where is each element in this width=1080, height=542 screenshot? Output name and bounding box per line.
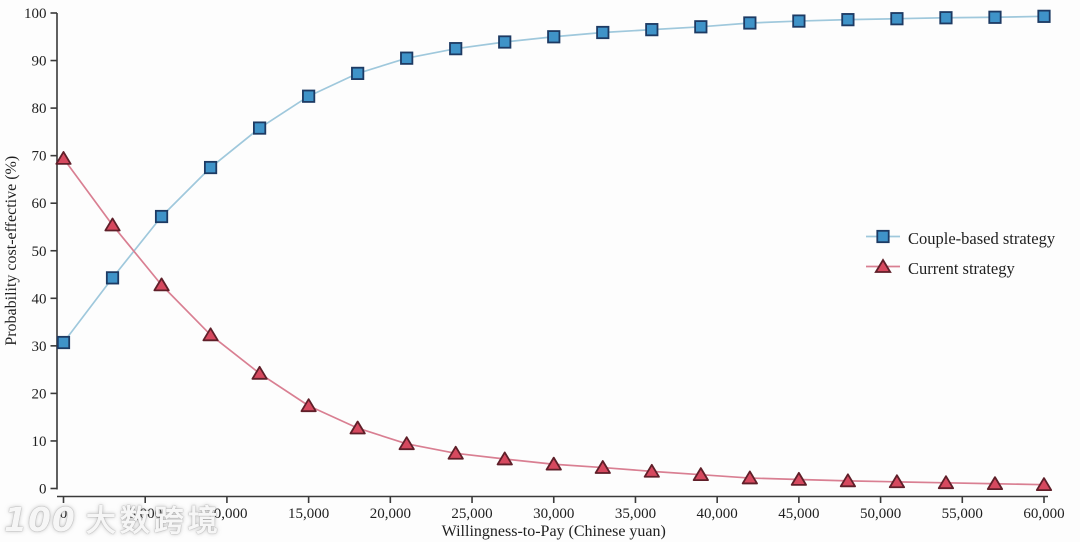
- svg-text:40,000: 40,000: [697, 506, 738, 522]
- svg-text:Probability cost-effective (%): Probability cost-effective (%): [3, 156, 20, 346]
- svg-text:30,000: 30,000: [533, 506, 574, 522]
- svg-text:25,000: 25,000: [451, 506, 492, 522]
- svg-text:10,000: 10,000: [206, 506, 247, 522]
- svg-text:0: 0: [39, 482, 47, 498]
- svg-text:60: 60: [32, 196, 47, 212]
- svg-text:50,000: 50,000: [860, 506, 901, 522]
- svg-text:55,000: 55,000: [942, 506, 983, 522]
- legend-key-couple-based: [866, 228, 900, 250]
- svg-text:45,000: 45,000: [778, 506, 819, 522]
- legend-label-current: Current strategy: [908, 258, 1015, 278]
- svg-text:40: 40: [32, 291, 47, 307]
- legend-key-current: [866, 258, 900, 280]
- svg-text:15,000: 15,000: [288, 506, 329, 522]
- legend-marker-square-icon: [876, 229, 890, 244]
- legend-item-current: Current strategy: [866, 258, 1055, 280]
- svg-text:30: 30: [32, 339, 47, 355]
- svg-text:0: 0: [60, 506, 68, 522]
- svg-text:70: 70: [32, 149, 47, 165]
- legend: Couple-based strategy Current strategy: [866, 228, 1055, 280]
- legend-label-couple-based: Couple-based strategy: [908, 228, 1056, 248]
- svg-text:10: 10: [32, 434, 47, 450]
- legend-item-couple-based: Couple-based strategy: [866, 228, 1055, 250]
- svg-text:Willingness-to-Pay (Chinese yu: Willingness-to-Pay (Chinese yuan): [442, 523, 666, 540]
- svg-text:50: 50: [32, 244, 47, 260]
- svg-text:80: 80: [32, 101, 47, 117]
- svg-text:35,000: 35,000: [615, 506, 656, 522]
- svg-text:90: 90: [32, 54, 47, 70]
- svg-text:20: 20: [32, 386, 47, 402]
- legend-marker-triangle-icon: [874, 258, 892, 273]
- svg-text:5,000: 5,000: [128, 506, 162, 522]
- svg-text:100: 100: [24, 6, 47, 22]
- svg-text:20,000: 20,000: [370, 506, 411, 522]
- svg-text:60,000: 60,000: [1023, 506, 1064, 522]
